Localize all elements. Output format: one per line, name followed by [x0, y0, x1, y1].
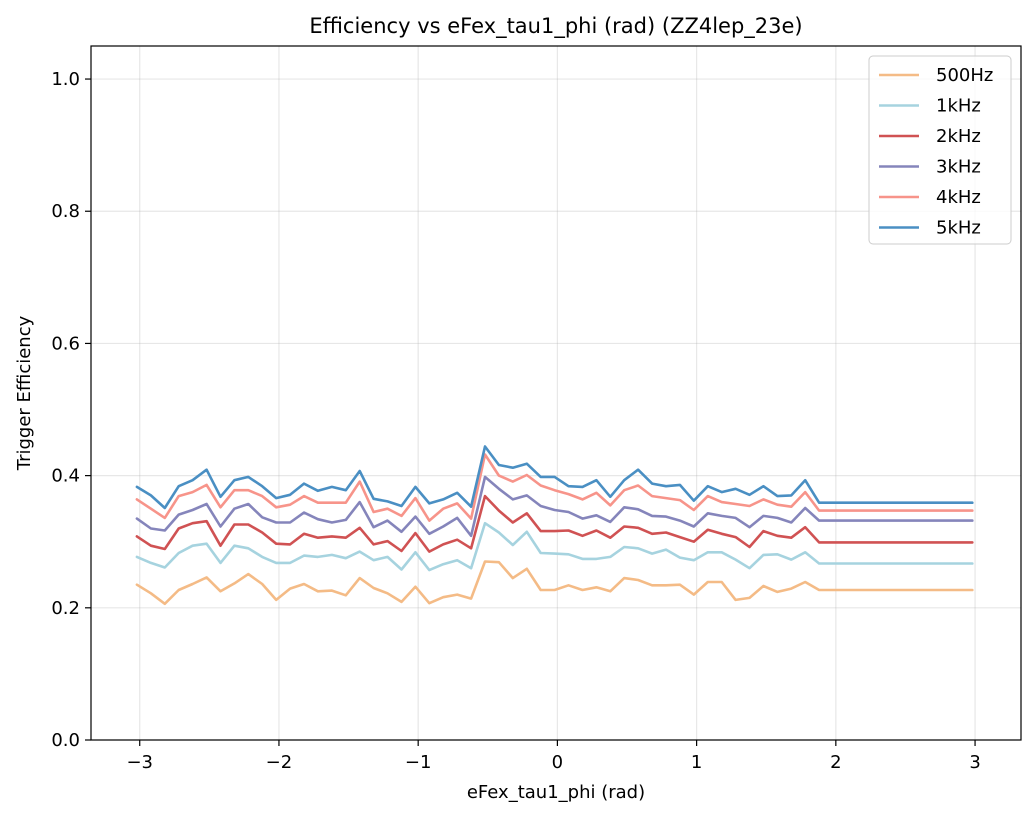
x-tick-label: −3 [126, 752, 153, 773]
legend-label-4khz: 4kHz [936, 187, 981, 208]
legend-label-3khz: 3kHz [936, 157, 981, 178]
series-line-5khz [135, 445, 974, 510]
x-axis: −3 −2 −1 0 1 2 3 [126, 740, 981, 773]
series-lines [135, 445, 974, 606]
y-axis: 0.0 0.2 0.4 0.6 0.8 1.0 [51, 69, 91, 751]
chart-title: Efficiency vs eFex_tau1_phi (rad) (ZZ4le… [309, 14, 802, 39]
plot-frame [90, 45, 1022, 741]
series-line-500hz [135, 560, 974, 606]
y-tick-label: 0.6 [51, 333, 80, 354]
y-tick-label: 0.0 [51, 730, 80, 751]
y-tick-label: 1.0 [51, 69, 80, 90]
legend-label-500hz: 500Hz [936, 65, 993, 86]
x-tick-label: 3 [969, 752, 980, 773]
x-axis-title: eFex_tau1_phi (rad) [467, 782, 645, 803]
legend: 500Hz 1kHz 2kHz 3kHz 4kHz 5kHz [868, 55, 1012, 245]
y-tick-label: 0.8 [51, 201, 80, 222]
series-line-3khz [135, 475, 974, 538]
series-line-2khz [135, 494, 974, 553]
x-tick-label: −1 [405, 752, 432, 773]
series-line-4khz [135, 453, 974, 522]
legend-label-5khz: 5kHz [936, 218, 981, 239]
x-tick-label: 0 [552, 752, 563, 773]
y-tick-label: 0.2 [51, 598, 80, 619]
legend-label-1khz: 1kHz [936, 96, 981, 117]
x-tick-label: −2 [266, 752, 293, 773]
legend-label-2khz: 2kHz [936, 126, 981, 147]
y-tick-label: 0.4 [51, 466, 80, 487]
series-line-1khz [135, 521, 974, 572]
x-tick-label: 1 [691, 752, 702, 773]
x-tick-label: 2 [830, 752, 841, 773]
y-axis-title: Trigger Efficiency [14, 315, 35, 471]
